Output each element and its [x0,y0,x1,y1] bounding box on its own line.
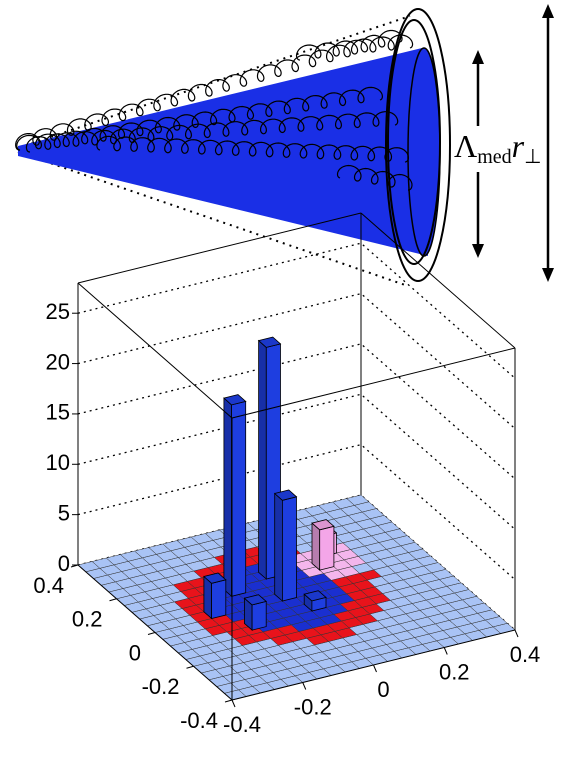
floor-cell [346,494,370,506]
x-tick-label: 0.4 [510,642,541,667]
gluon [16,111,399,151]
y-tick-label: 0 [129,640,141,665]
arrow-head [542,4,554,18]
bar-front [211,579,227,620]
arrow-head [542,268,554,282]
y-tick-label: -0.4 [180,708,218,733]
bar-top [223,394,247,406]
y-tick [147,632,156,635]
gluon [25,86,384,153]
bar-top [257,336,282,348]
annotation-variable-subscript: ⊥ [524,146,541,168]
y-tick-label: 0.4 [33,573,64,598]
y-tick [186,665,194,669]
gluon [336,164,413,191]
x-tick-label: -0.4 [223,712,261,737]
annotation: Λmedr⊥ [454,128,542,167]
grid-line [77,343,516,480]
box-edge [77,212,362,284]
x-tick [373,664,377,673]
z-tick-label: 5 [58,500,70,525]
annotation-symbol: Λ [454,128,477,164]
bar-front [251,600,267,631]
annotation-variable: r [512,128,525,164]
box-edge [360,212,516,349]
bar-front [231,400,247,597]
y-tick-label: 0.2 [72,607,103,632]
label-bg [452,126,542,172]
y-tick [109,598,117,602]
x-tick [231,699,236,708]
grid-line [77,443,516,581]
box-edge [77,282,233,419]
bar-top [303,590,327,602]
cone-body [18,48,428,256]
cone-guide [17,151,406,286]
cone-guide [17,15,411,149]
y-tick [224,699,233,703]
x-tick-label: -0.2 [294,694,332,719]
y-tick-label: -0.2 [142,674,180,699]
bar-top [273,489,298,501]
gluon [15,29,403,151]
cone-base [407,47,441,257]
z-tick-label: 15 [46,400,70,425]
z-tick-label: 0 [58,551,70,576]
x-tick [514,629,519,638]
annotation-subscript: med [477,146,511,168]
bar-top [203,572,227,584]
x-tick [443,647,448,655]
gluon [96,135,409,163]
x-tick-label: 0 [377,677,389,702]
bar-top [311,519,335,531]
z-tick-label: 10 [46,450,70,475]
arrow-head [472,244,484,258]
jet-cone: Λmedr⊥ [15,4,554,286]
bar-front [319,525,335,571]
y-tick [70,564,79,568]
x-tick-label: 0.2 [439,659,470,684]
arrow-head [472,50,484,64]
z-tick-label: 20 [46,349,70,374]
bar-side [274,492,283,602]
z-tick-label: 25 [46,299,70,324]
grid-line [77,292,516,430]
bar-side [223,397,233,598]
cone-ring [385,8,451,282]
grid-line [77,242,516,379]
gluon [295,34,414,61]
bar-front [281,496,297,602]
cone-ring [387,19,441,265]
box-edge [231,347,516,419]
x-tick [302,682,307,690]
bar-side [258,339,267,580]
grid-line [77,393,516,530]
bar-side [311,522,321,571]
bar-top [243,594,268,606]
